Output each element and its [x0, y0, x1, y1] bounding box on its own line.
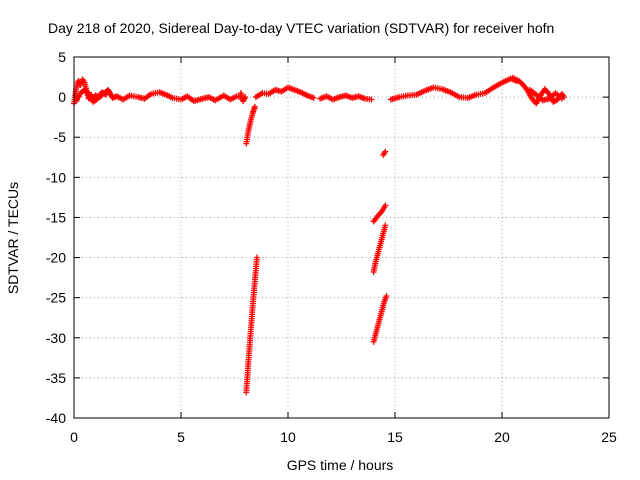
y-tick-label: -40 — [46, 410, 66, 426]
x-tick-label: 15 — [387, 429, 403, 445]
data-point — [103, 91, 110, 98]
data-point — [253, 254, 260, 261]
x-axis-label: GPS time / hours — [287, 457, 394, 473]
data-point — [382, 202, 389, 209]
data-point — [383, 293, 390, 300]
data-point — [242, 94, 249, 101]
x-tick-label: 20 — [494, 429, 510, 445]
y-axis-label: SDTVAR / TECUs — [5, 182, 21, 294]
data-point — [368, 96, 375, 103]
y-tick-label: -10 — [46, 169, 66, 185]
y-tick-label: -25 — [46, 290, 66, 306]
plot-frame — [73, 56, 610, 419]
data-point — [310, 94, 317, 101]
data-point — [241, 95, 248, 102]
data-points — [71, 74, 568, 396]
data-point — [382, 222, 389, 229]
y-tick-label: -35 — [46, 370, 66, 386]
y-tick-label: -5 — [54, 129, 67, 145]
y-tick-label: 5 — [58, 49, 66, 65]
data-point — [251, 103, 258, 110]
x-tick-label: 5 — [177, 429, 185, 445]
data-point — [382, 148, 389, 155]
data-point — [558, 95, 565, 102]
y-tick-label: -30 — [46, 330, 66, 346]
chart-title: Day 218 of 2020, Sidereal Day-to-day VTE… — [48, 20, 554, 36]
axis-ticks: 0 5 10 15 20 25 5 0 -5 -10 -15 -20 -25 -30 -35 -40 — [46, 49, 617, 445]
x-tick-label: 0 — [70, 429, 78, 445]
x-tick-label: 10 — [280, 429, 296, 445]
grid-lines — [74, 57, 609, 418]
y-tick-label: -15 — [46, 209, 66, 225]
y-tick-label: 0 — [58, 89, 66, 105]
y-tick-label: -20 — [46, 250, 66, 266]
x-tick-label: 25 — [601, 429, 617, 445]
